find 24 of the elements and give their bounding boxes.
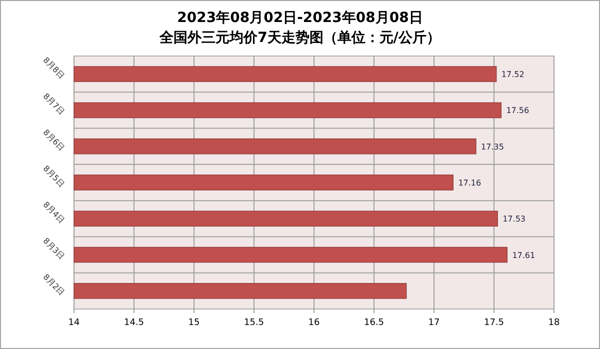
y-tick-label: 8月6日 bbox=[41, 128, 66, 153]
y-tick-label: 8月8日 bbox=[41, 56, 66, 80]
data-label: 17.52 bbox=[501, 70, 524, 80]
y-tick-label: 8月7日 bbox=[41, 92, 66, 117]
x-tick-label: 17 bbox=[428, 318, 440, 328]
y-tick-label: 8月2日 bbox=[41, 272, 66, 298]
data-label: 17.35 bbox=[481, 142, 504, 152]
y-tick-label: 8月3日 bbox=[41, 236, 66, 262]
x-tick-label: 18 bbox=[548, 318, 560, 328]
data-label: 17.61 bbox=[512, 250, 536, 260]
y-tick-label: 8月5日 bbox=[41, 164, 66, 189]
data-label: 17.53 bbox=[502, 214, 526, 224]
chart-subtitle: 全国外三元均价7天走势图（单位：元/公斤） bbox=[158, 29, 440, 46]
x-tick-label: 15 bbox=[188, 318, 200, 328]
chart-title: 2023年08月02日-2023年08月08日 bbox=[177, 10, 423, 26]
data-label: 17.56 bbox=[506, 106, 530, 116]
y-tick-label: 8月4日 bbox=[41, 200, 66, 225]
data-label: 17.16 bbox=[458, 178, 482, 188]
x-tick-label: 15.5 bbox=[244, 318, 264, 328]
x-tick-label: 17.5 bbox=[484, 318, 504, 328]
x-tick-label: 14 bbox=[68, 318, 80, 328]
x-tick-label: 16.5 bbox=[364, 318, 384, 328]
x-tick-label: 16 bbox=[308, 318, 320, 328]
x-tick-label: 14.5 bbox=[124, 318, 144, 328]
